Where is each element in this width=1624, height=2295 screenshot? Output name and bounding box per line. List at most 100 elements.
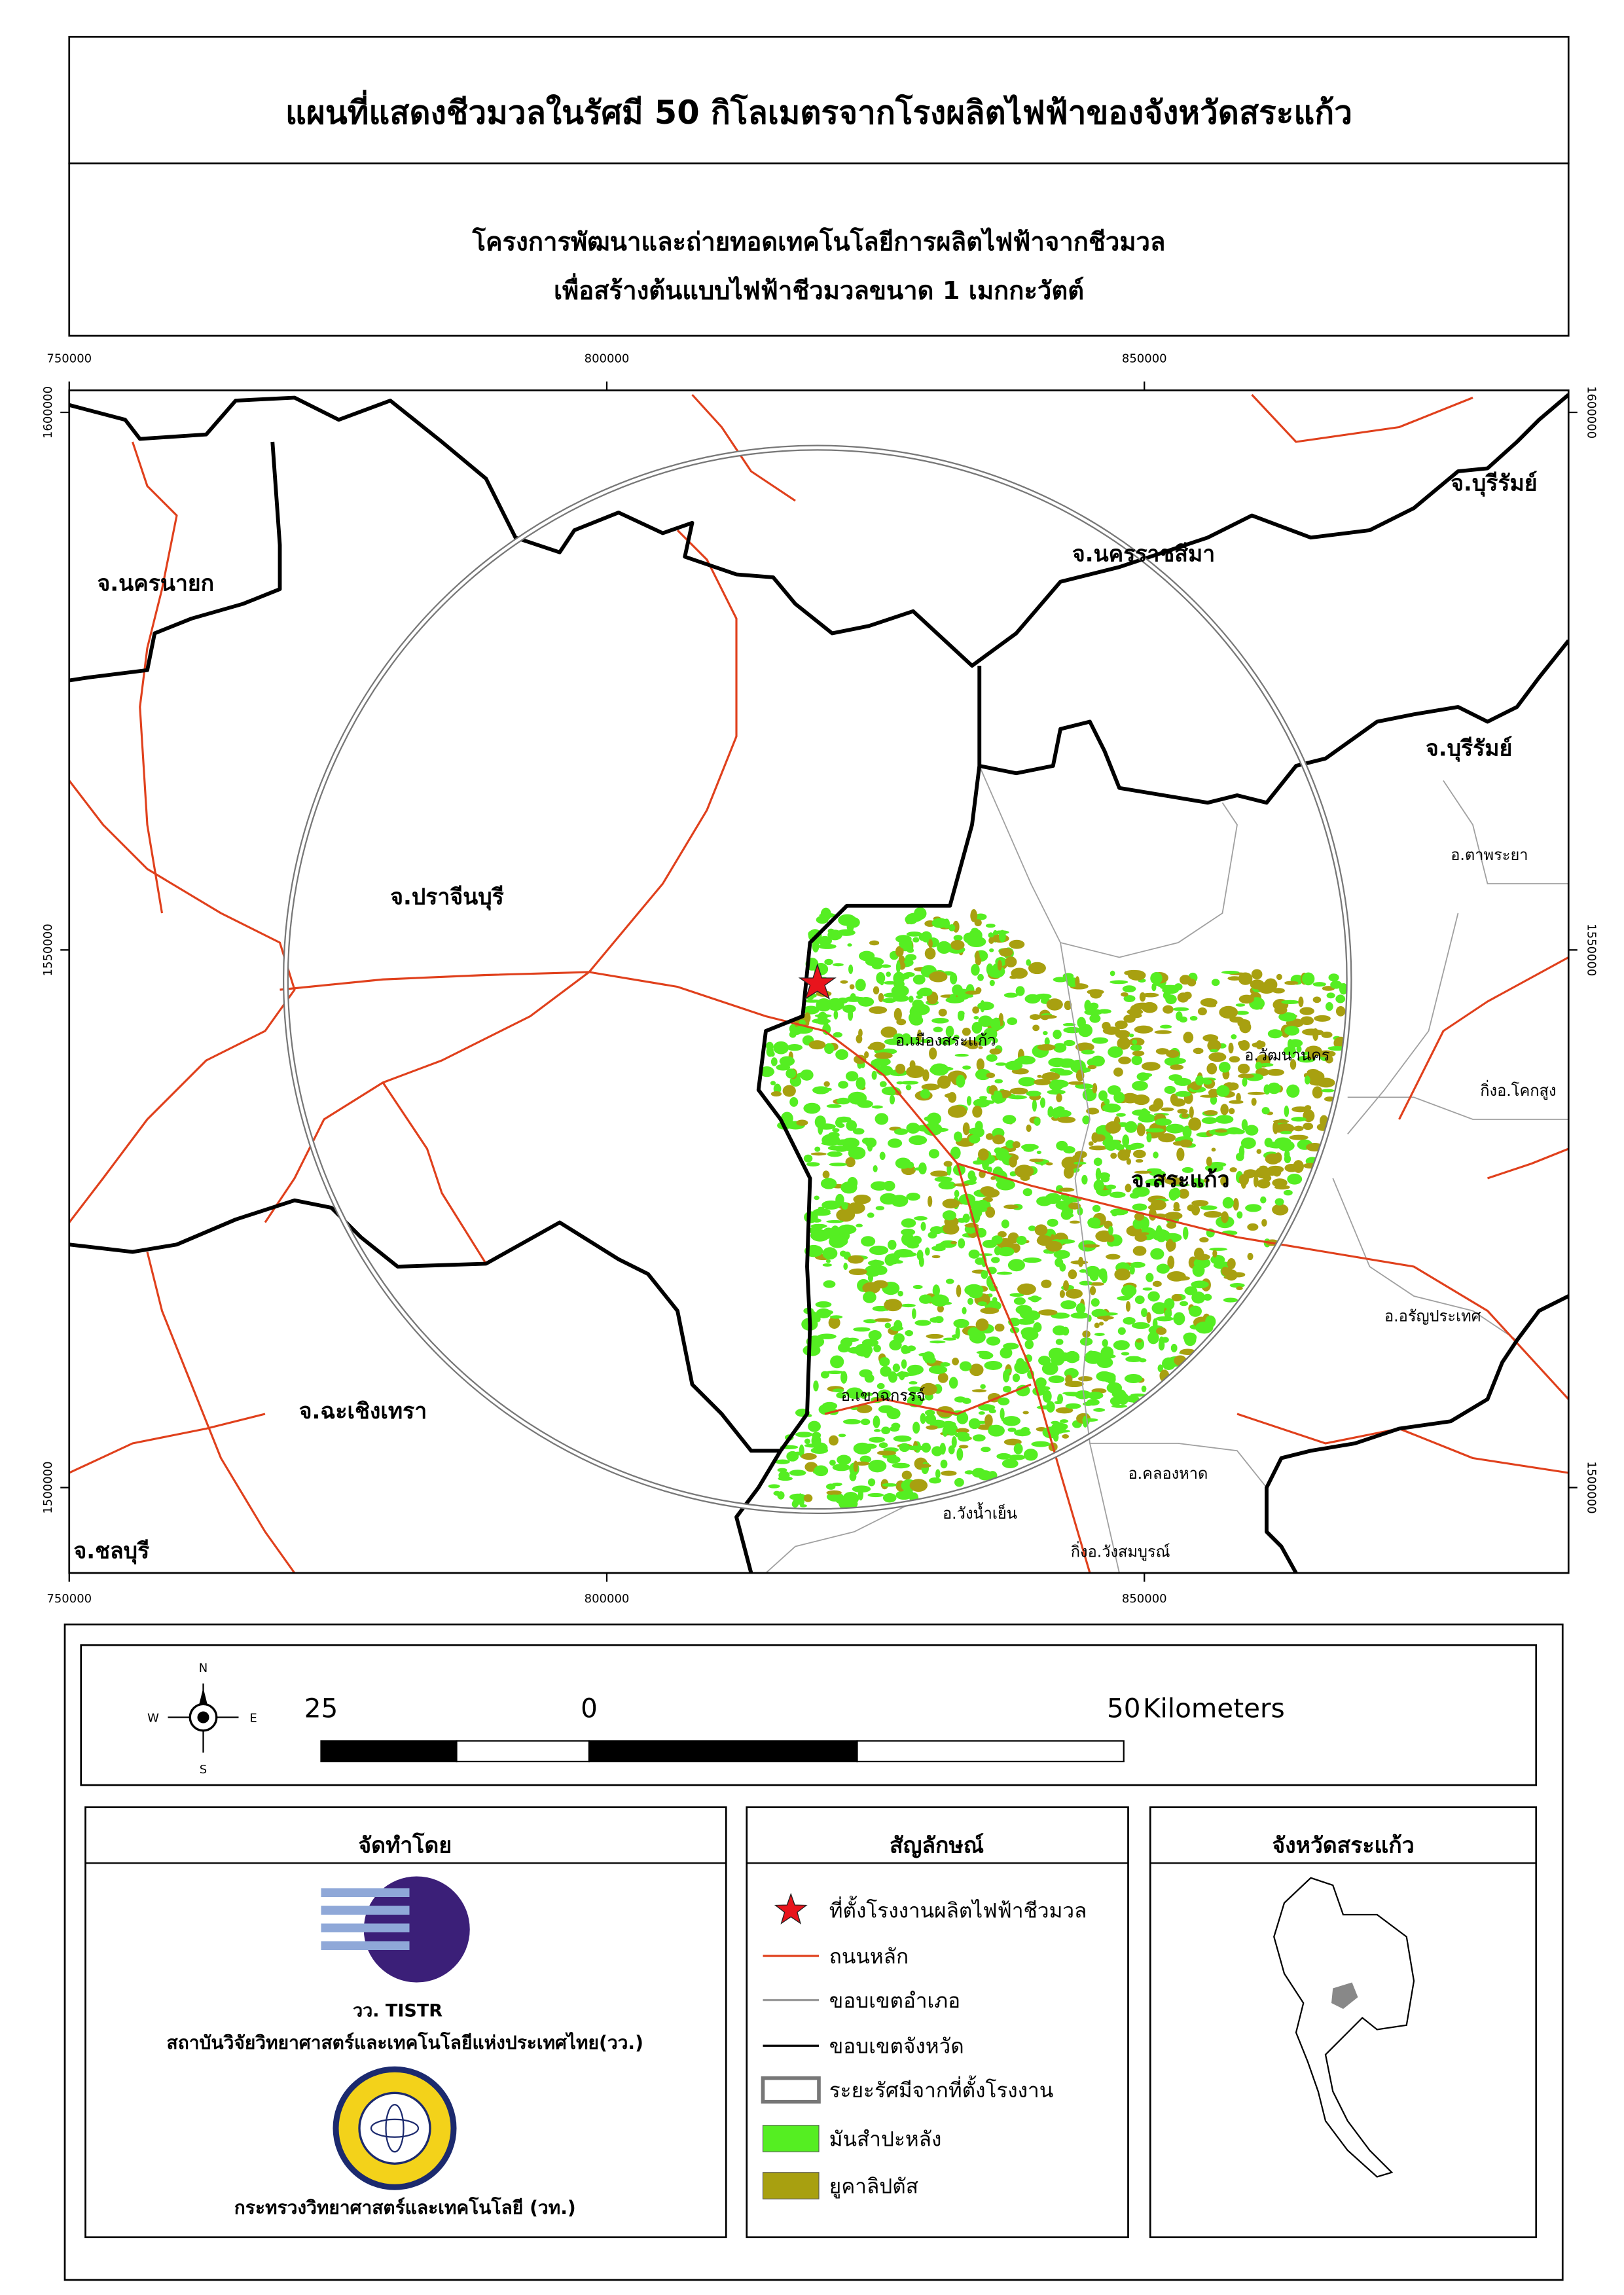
crop-patch — [1028, 1296, 1042, 1301]
crop-patch — [929, 971, 948, 983]
province-label: จ.นครราชสีมา — [1072, 541, 1215, 566]
crop-patch — [1002, 1115, 1017, 1125]
crop-patch — [935, 1469, 941, 1479]
crop-patch — [962, 1065, 971, 1070]
crop-patch — [879, 1151, 886, 1161]
crop-patch — [840, 1371, 848, 1384]
province-label: จ.บุรีรัมย์ — [1426, 735, 1512, 762]
crop-patch — [814, 1115, 826, 1129]
thailand-outline — [1273, 1877, 1415, 2178]
roads — [69, 393, 1569, 1573]
crop-patch — [959, 1361, 972, 1371]
crop-patch — [1228, 1108, 1235, 1115]
crop-patch — [1242, 1077, 1248, 1087]
crop-patch — [1110, 1396, 1122, 1406]
crop-patch — [943, 1337, 956, 1341]
crop-patch — [1089, 1146, 1108, 1151]
crop-patch — [1274, 1185, 1290, 1190]
scale-unit: Kilometers — [1143, 1693, 1285, 1724]
crop-patch — [1044, 1037, 1050, 1047]
crop-patch — [1132, 1246, 1147, 1256]
crop-patch — [1154, 1030, 1172, 1034]
crop-patch — [793, 1451, 803, 1456]
crop-patch — [895, 1490, 912, 1500]
crop-patch — [1093, 1157, 1102, 1166]
crop-patch — [1215, 1129, 1227, 1133]
crop-patch — [975, 1257, 985, 1265]
crop-patch — [833, 963, 844, 967]
crop-patch — [1233, 1129, 1245, 1134]
crop-patch — [1221, 1211, 1229, 1223]
crop-patch — [1207, 1039, 1221, 1052]
crop-patch — [1215, 1115, 1234, 1124]
crop-patch — [1087, 1217, 1101, 1228]
crop-patch — [893, 971, 905, 985]
crop-patch — [979, 1253, 993, 1257]
crop-patch — [1236, 1286, 1243, 1290]
crop-patch — [962, 1214, 970, 1223]
crop-patch — [1113, 1091, 1125, 1104]
crop-patch — [882, 998, 897, 1003]
legend: ที่ตั้งโรงงานผลิตไฟฟ้าชีวมวลถนนหลักขอบเข… — [761, 1892, 1087, 2199]
crop-patch — [905, 1330, 913, 1337]
crop-patch — [1182, 1227, 1189, 1240]
crop-patch — [853, 1327, 871, 1332]
crop-patch — [1238, 972, 1253, 985]
crop-patch — [1199, 1094, 1219, 1098]
crop-patch — [1243, 1169, 1258, 1178]
crop-patch — [1028, 1225, 1036, 1231]
crop-patch — [890, 1094, 895, 1105]
crop-patch — [1043, 1031, 1048, 1036]
crop-patch — [943, 1222, 960, 1235]
crop-patch — [782, 1085, 796, 1097]
crop-patch — [1142, 1002, 1158, 1013]
crop-patch — [876, 1382, 885, 1390]
crop-patch — [1117, 1296, 1131, 1301]
crop-patch — [926, 1333, 944, 1339]
crop-patch — [1014, 1360, 1030, 1375]
crop-patch — [1079, 1280, 1092, 1286]
crop-patch — [982, 1157, 989, 1170]
crop-patch — [886, 1408, 901, 1420]
crop-patch — [883, 1180, 895, 1191]
crop-patch — [1065, 1392, 1083, 1397]
crop-patch — [940, 1459, 948, 1469]
logo-text: วว. TISTR — [353, 2000, 442, 2021]
crop-patch — [1003, 1204, 1019, 1210]
crop-patch — [1164, 1057, 1181, 1066]
crop-patch — [873, 1345, 881, 1352]
crop-patch — [848, 1091, 867, 1105]
crop-patch — [1309, 1079, 1327, 1086]
crop-patch — [1094, 1322, 1100, 1329]
crop-patch — [888, 1240, 897, 1250]
crop-patch — [1081, 1418, 1098, 1422]
crop-patch — [898, 955, 905, 964]
crop-patch — [1087, 1058, 1102, 1067]
crop-patch — [994, 1079, 1003, 1084]
province-line — [734, 666, 982, 1573]
crop-patch — [1247, 1091, 1265, 1095]
crop-patch — [928, 1365, 948, 1375]
crop-patch — [1302, 972, 1315, 986]
crop-patch — [950, 939, 965, 950]
crop-patch — [1102, 1374, 1116, 1382]
crop-patch — [1267, 1029, 1283, 1039]
crop-patch — [1121, 992, 1128, 997]
crop-patch — [789, 1493, 807, 1501]
crop-patch — [1142, 1287, 1153, 1291]
crop-patch — [817, 1309, 834, 1315]
crop-patch — [1156, 1263, 1170, 1274]
y-tick-label: 1500000 — [41, 1461, 55, 1513]
crop-patch — [1211, 1148, 1216, 1152]
crop-patch — [822, 1247, 838, 1260]
crop-patch — [956, 1074, 965, 1088]
crop-patch — [819, 913, 837, 918]
legend-label: ระยะรัศมีจากที่ตั้งโรงงาน — [829, 2075, 1054, 2103]
crop-patch — [907, 948, 914, 953]
crop-patch — [870, 1181, 888, 1191]
crop-patch — [962, 1027, 971, 1036]
crop-patch — [1307, 1069, 1320, 1076]
crop-patch — [1075, 1303, 1086, 1314]
crop-patch — [847, 1202, 865, 1214]
crop-patch — [1049, 1068, 1065, 1073]
